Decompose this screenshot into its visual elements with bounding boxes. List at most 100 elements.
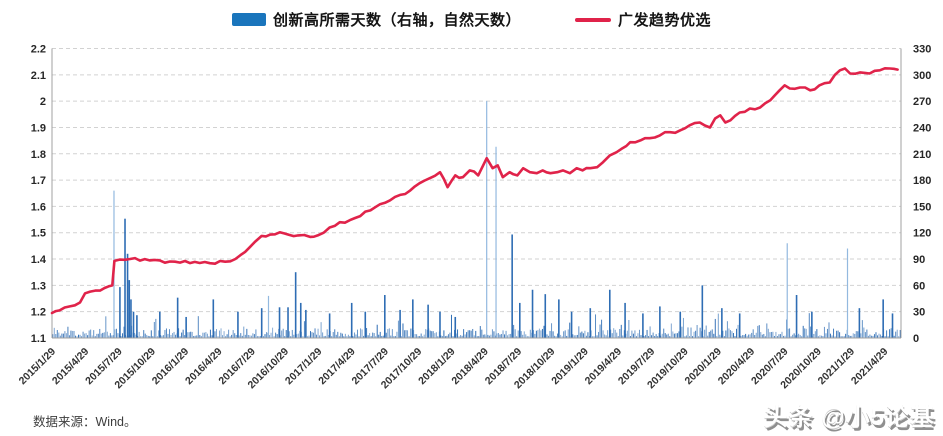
left-axis-tick-label: 1.5 <box>31 228 46 240</box>
bar <box>684 336 686 338</box>
bar <box>53 327 55 338</box>
bar <box>505 330 507 338</box>
bar <box>134 332 136 338</box>
bar <box>752 329 754 338</box>
bar <box>673 333 675 338</box>
bar <box>593 336 595 338</box>
bar <box>222 335 224 338</box>
bar <box>187 332 189 338</box>
bar <box>648 336 650 338</box>
bar <box>564 330 566 338</box>
bar <box>537 330 539 338</box>
bar <box>595 314 597 338</box>
bar <box>870 335 872 338</box>
bar-spike <box>738 313 741 338</box>
bar-spike <box>412 299 414 338</box>
bar <box>366 328 368 338</box>
bar <box>469 330 471 338</box>
bar <box>598 331 600 338</box>
bar <box>450 314 452 338</box>
bar <box>864 332 866 338</box>
bar <box>645 335 647 338</box>
bar <box>895 331 897 338</box>
bar <box>890 328 892 338</box>
bar <box>822 336 824 338</box>
bar <box>601 319 603 338</box>
bar <box>675 333 677 338</box>
bar-spike <box>350 302 353 338</box>
bar <box>416 334 418 338</box>
bar <box>241 335 243 338</box>
bar <box>290 336 292 338</box>
bar <box>584 330 586 338</box>
bar <box>97 333 99 338</box>
right-axis-tick-label: 120 <box>913 228 931 240</box>
bar <box>501 333 503 338</box>
bar <box>138 331 140 338</box>
bar <box>122 333 123 338</box>
bar <box>775 331 777 338</box>
bar <box>435 332 437 338</box>
bar <box>422 336 424 338</box>
bar <box>698 336 700 338</box>
bar <box>842 336 844 338</box>
left-axis-tick-label: 1.6 <box>31 201 46 213</box>
bar-spike <box>287 307 289 338</box>
bar <box>764 336 766 338</box>
bar <box>513 324 515 338</box>
bar <box>798 333 800 338</box>
bar-spike <box>608 289 611 338</box>
bar <box>711 329 713 338</box>
bar <box>332 332 334 338</box>
bar <box>817 336 819 338</box>
bar <box>149 336 151 338</box>
bar <box>356 329 358 338</box>
bar <box>272 327 274 338</box>
bar <box>243 326 245 338</box>
bar-spike <box>495 146 497 338</box>
bar <box>64 331 66 338</box>
bar-spike <box>882 299 884 338</box>
bar <box>655 334 657 338</box>
bar <box>172 333 174 338</box>
bar-spike <box>128 280 131 338</box>
bar <box>314 328 316 338</box>
bar <box>340 332 342 338</box>
bar-spike <box>679 311 682 338</box>
left-axis-tick-label: 1.4 <box>31 254 47 266</box>
bar-spike <box>427 304 429 338</box>
bar <box>68 335 70 338</box>
bar <box>854 333 856 338</box>
bar <box>405 330 407 338</box>
bar <box>529 329 531 338</box>
bar <box>179 336 181 338</box>
bar <box>111 335 113 338</box>
bar <box>582 333 584 338</box>
bar <box>308 335 310 338</box>
bar <box>573 335 575 338</box>
bar <box>634 330 636 338</box>
right-axis-tick-label: 90 <box>913 254 925 266</box>
bar <box>390 335 392 338</box>
bar-spike <box>786 243 788 338</box>
bar <box>602 330 604 338</box>
bar <box>843 336 845 338</box>
bar <box>792 334 794 338</box>
bar-spike <box>795 295 798 338</box>
bar <box>193 336 195 338</box>
bar <box>367 335 369 338</box>
bar <box>61 333 63 338</box>
bar <box>886 330 888 338</box>
bar <box>232 330 234 338</box>
bar <box>831 335 833 338</box>
bar-spike <box>544 294 547 338</box>
bar-spike <box>294 272 297 338</box>
bar <box>76 336 78 338</box>
bar <box>291 329 293 338</box>
bar <box>146 335 148 338</box>
line-series-label: 广发趋势优选 <box>618 12 712 29</box>
bar <box>334 329 336 338</box>
bar <box>490 334 492 338</box>
bar <box>751 332 753 338</box>
